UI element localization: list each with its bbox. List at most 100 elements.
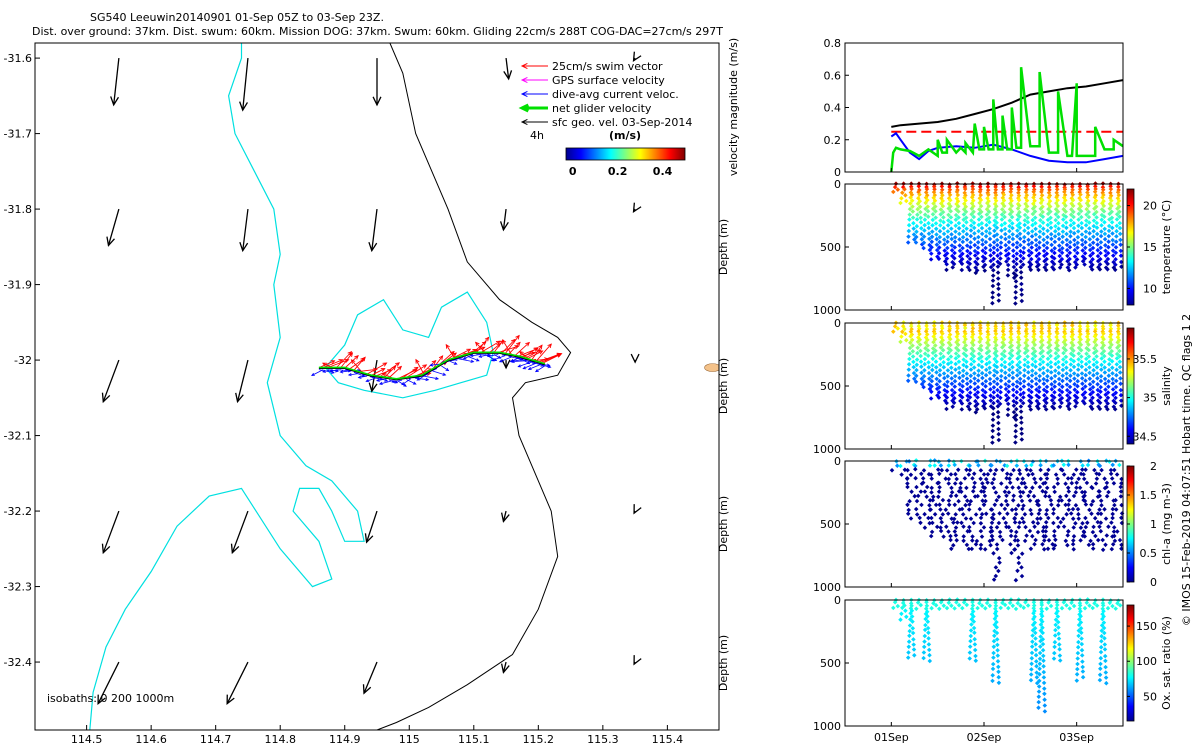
section-point	[1000, 467, 1005, 473]
section-point	[1093, 533, 1098, 539]
section-point	[1052, 246, 1057, 251]
map-colorbar: (m/s) 0 0.2 0.4	[565, 129, 686, 178]
section-point	[934, 524, 940, 530]
section-point	[981, 489, 987, 494]
section-point	[1067, 256, 1072, 262]
section-point	[1053, 217, 1058, 223]
section-point	[906, 367, 912, 372]
section-point	[1019, 426, 1024, 432]
section-point	[1117, 231, 1123, 237]
section-point	[1021, 256, 1026, 261]
section-point	[994, 542, 1000, 547]
section-point	[1026, 237, 1031, 243]
section-point	[1079, 653, 1085, 658]
section-point	[997, 529, 1003, 535]
section-point	[1022, 538, 1028, 544]
section-point	[997, 534, 1003, 539]
section-point	[1025, 354, 1030, 359]
section-colorbar-label: chl-a (mg m-3)	[1160, 483, 1173, 565]
section-point	[952, 390, 957, 395]
section-point	[1070, 197, 1076, 203]
section-point	[922, 222, 927, 228]
section-point	[952, 239, 958, 245]
section-point	[944, 389, 950, 395]
section-point	[932, 463, 937, 468]
section-point	[1039, 193, 1045, 198]
section-point	[1083, 229, 1089, 234]
section-point	[918, 348, 923, 354]
section-point	[957, 243, 962, 248]
section-point	[1057, 253, 1062, 259]
section-point	[907, 623, 913, 628]
section-point	[1028, 262, 1034, 267]
section-point	[1105, 605, 1111, 611]
map-xtick-label: 115.2	[523, 733, 555, 746]
section-point	[1014, 395, 1019, 401]
section-point	[911, 220, 916, 226]
section-point	[955, 192, 961, 198]
section-point	[1071, 364, 1077, 370]
section-point	[1019, 298, 1025, 304]
section-point	[1029, 661, 1034, 667]
section-point	[898, 463, 903, 469]
section-point	[1064, 376, 1070, 381]
section-point	[1059, 605, 1065, 611]
section-point	[919, 376, 925, 382]
section-point	[1029, 650, 1035, 656]
section-point	[1060, 223, 1066, 229]
section-point	[961, 362, 966, 368]
section-point	[1097, 507, 1102, 512]
section-point	[1053, 472, 1059, 477]
section-colorbar-label: Ox. sat. ratio (%)	[1160, 616, 1173, 710]
swim-vector	[540, 353, 563, 363]
section-point	[1057, 653, 1063, 658]
section-point	[1070, 541, 1076, 547]
section-point	[923, 346, 928, 351]
section-point	[972, 647, 978, 653]
section-point	[1041, 243, 1047, 248]
section-point	[1093, 481, 1099, 486]
section-point	[945, 361, 951, 367]
section-point	[1105, 256, 1111, 262]
section-point	[1092, 189, 1098, 194]
section-point	[915, 345, 920, 351]
section-point	[1010, 364, 1015, 370]
section-point	[957, 370, 962, 376]
section-point	[1034, 675, 1040, 680]
section-point	[1045, 211, 1051, 217]
current-vector	[486, 354, 499, 358]
section-point	[1026, 248, 1032, 253]
section-point	[1034, 259, 1040, 265]
section-point	[1056, 220, 1061, 226]
section-point	[972, 376, 977, 381]
section-point	[1018, 387, 1023, 392]
section-point	[1017, 520, 1022, 525]
section-point	[1030, 368, 1035, 373]
section-point	[1006, 234, 1012, 240]
section-point	[1060, 362, 1066, 367]
section-point	[1084, 600, 1090, 605]
section-point	[1076, 476, 1081, 482]
section-point	[1091, 212, 1097, 217]
section-point	[921, 373, 927, 379]
section-point	[970, 489, 976, 494]
section-point	[987, 603, 993, 609]
section-point	[937, 368, 943, 373]
section-point	[1083, 239, 1088, 245]
section-point	[1005, 262, 1011, 268]
sfc-geo-vector-2-1	[235, 359, 249, 404]
section-point	[889, 468, 895, 473]
section-point	[1042, 703, 1048, 708]
map-xtick-label: 115.4	[652, 733, 684, 746]
section-point	[1074, 257, 1080, 262]
section-point	[982, 268, 988, 273]
section-point	[1037, 507, 1043, 513]
section-point	[966, 472, 972, 477]
section-point	[1029, 656, 1035, 661]
section-points	[891, 181, 1124, 306]
section-point	[1068, 218, 1074, 223]
section-point	[1052, 390, 1057, 395]
section-point	[955, 342, 961, 348]
section-point	[945, 379, 950, 385]
